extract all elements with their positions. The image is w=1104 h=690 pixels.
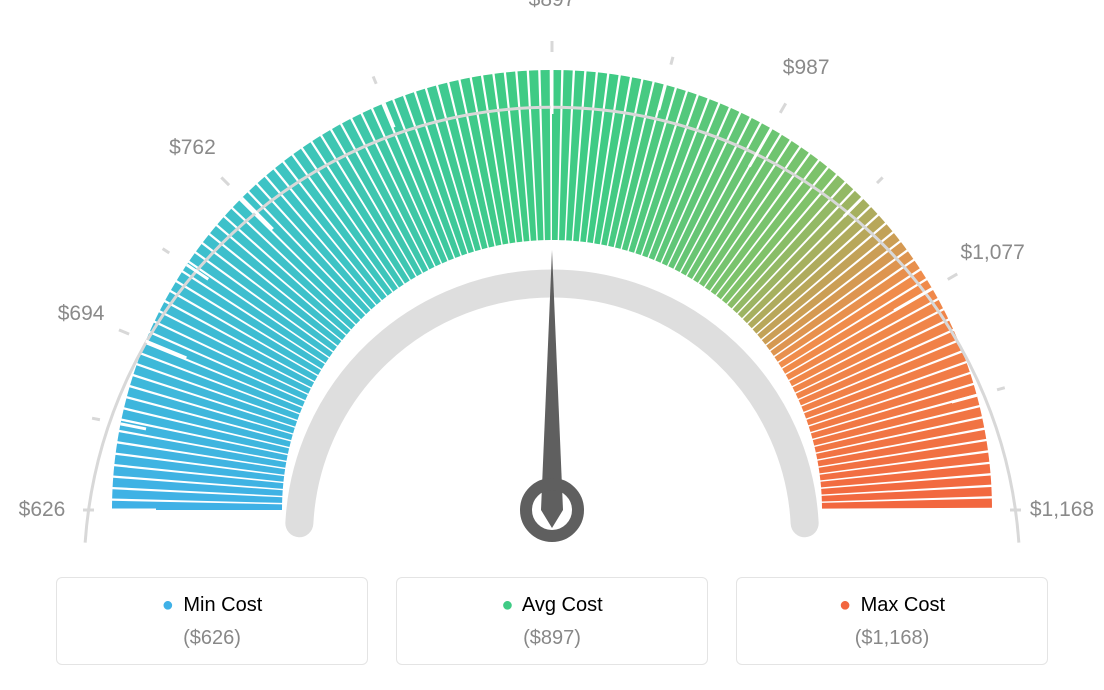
legend-card-min: ● Min Cost ($626): [56, 577, 368, 665]
legend-max-title: ● Max Cost: [737, 594, 1047, 617]
legend-row: ● Min Cost ($626) ● Avg Cost ($897) ● Ma…: [0, 577, 1104, 665]
legend-max-title-text: Max Cost: [861, 594, 945, 616]
legend-min-title-text: Min Cost: [183, 594, 262, 616]
gauge-tick-label: $1,168: [1030, 498, 1094, 522]
legend-avg-value: ($897): [397, 627, 707, 650]
legend-card-avg: ● Avg Cost ($897): [396, 577, 708, 665]
legend-min-title: ● Min Cost: [57, 594, 367, 617]
legend-avg-title: ● Avg Cost: [397, 594, 707, 617]
legend-avg-title-text: Avg Cost: [522, 594, 603, 616]
dot-icon: ●: [501, 594, 513, 616]
gauge-svg: [0, 0, 1104, 560]
legend-max-value: ($1,168): [737, 627, 1047, 650]
dot-icon: ●: [839, 594, 851, 616]
gauge-tick-label: $897: [529, 0, 576, 12]
gauge-tick-label: $1,077: [961, 241, 1025, 265]
gauge-tick-label: $987: [783, 56, 830, 80]
legend-card-max: ● Max Cost ($1,168): [736, 577, 1048, 665]
dot-icon: ●: [162, 594, 174, 616]
gauge-area: $626 $694 $762 $897 $987 $1,077 $1,168: [0, 0, 1104, 560]
gauge-tick-label: $694: [58, 302, 105, 326]
chart-container: $626 $694 $762 $897 $987 $1,077 $1,168 ● Min C…: [0, 0, 1104, 690]
gauge-tick-label: $762: [169, 136, 216, 160]
gauge-tick-label: $626: [19, 498, 66, 522]
legend-min-value: ($626): [57, 627, 367, 650]
